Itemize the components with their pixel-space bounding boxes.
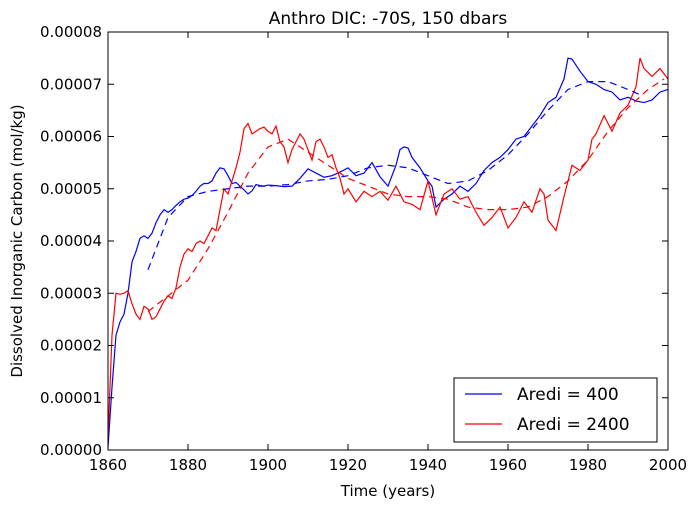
y-tick-label: 0.00007 bbox=[40, 75, 102, 93]
series-line-0 bbox=[107, 57, 669, 448]
chart-title: Anthro DIC: -70S, 150 dbars bbox=[269, 9, 508, 29]
x-tick-label: 1900 bbox=[249, 456, 287, 474]
series-line-2-dashed bbox=[147, 81, 641, 270]
x-tick-label: 1920 bbox=[329, 456, 367, 474]
y-axis-title: Dissolved Inorganic Carbon (mol/kg) bbox=[8, 104, 26, 377]
y-tick-label: 0.00003 bbox=[40, 284, 102, 302]
series-line-1 bbox=[107, 57, 669, 440]
x-axis-title: Time (years) bbox=[340, 482, 435, 500]
y-tick-label: 0.00000 bbox=[40, 441, 102, 459]
x-axis: 1860 1880 1900 1920 1940 1960 1980 2000 bbox=[89, 32, 687, 474]
x-tick-label: 1960 bbox=[489, 456, 527, 474]
legend-label-aredi-400: Aredi = 400 bbox=[517, 385, 619, 405]
x-tick-label: 2000 bbox=[649, 456, 687, 474]
legend: Aredi = 400 Aredi = 2400 bbox=[453, 377, 658, 443]
y-tick-label: 0.00005 bbox=[40, 180, 102, 198]
y-tick-label: 0.00004 bbox=[40, 232, 102, 250]
x-tick-label: 1940 bbox=[409, 456, 447, 474]
x-tick-label: 1880 bbox=[169, 456, 207, 474]
series-line-3-dashed bbox=[147, 78, 665, 313]
y-tick-label: 0.00002 bbox=[40, 337, 102, 355]
legend-label-aredi-2400: Aredi = 2400 bbox=[517, 415, 630, 435]
legend-box bbox=[453, 377, 658, 443]
y-axis: 0.00000 0.00001 0.00002 0.00003 0.00004 0.000… bbox=[40, 23, 668, 459]
x-tick-label: 1980 bbox=[569, 456, 607, 474]
y-tick-label: 0.00006 bbox=[40, 128, 102, 146]
y-tick-label: 0.00008 bbox=[40, 23, 102, 41]
y-tick-label: 0.00001 bbox=[40, 389, 102, 407]
x-tick-label: 1860 bbox=[89, 456, 127, 474]
series-layer bbox=[107, 57, 669, 448]
